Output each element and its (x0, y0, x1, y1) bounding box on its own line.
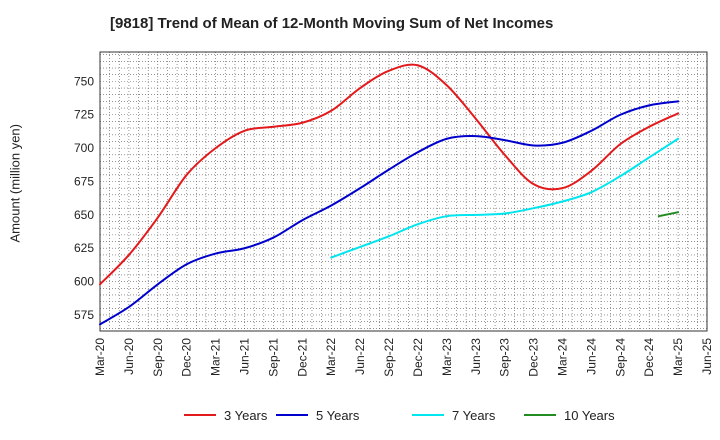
y-tick-label: 675 (74, 174, 94, 188)
x-tick-label: Dec-23 (527, 338, 541, 377)
chart-title: [9818] Trend of Mean of 12-Month Moving … (110, 15, 554, 32)
x-tick-label: Dec-21 (295, 338, 309, 377)
y-tick-label: 600 (74, 275, 94, 289)
x-tick-label: Mar-22 (324, 338, 338, 376)
x-tick-label: Jun-25 (700, 338, 714, 375)
x-tick-label: Jun-22 (353, 338, 367, 375)
series-line-7-years (330, 137, 680, 259)
series-line-5-years (99, 100, 680, 326)
x-tick-label: Sep-22 (382, 338, 396, 377)
x-tick-label: Sep-20 (151, 338, 165, 377)
x-tick-label: Jun-21 (238, 338, 252, 375)
x-tick-label: Dec-24 (642, 338, 656, 377)
legend-label-3-years: 3 Years (224, 408, 268, 423)
y-tick-label: 725 (74, 108, 94, 122)
y-tick-label: 625 (74, 241, 94, 255)
x-tick-label: Jun-23 (469, 338, 483, 375)
x-tick-label: Mar-21 (209, 338, 223, 376)
y-tick-label: 750 (74, 74, 94, 88)
x-tick-label: Sep-21 (266, 338, 280, 377)
x-tick-label: Mar-23 (440, 338, 454, 376)
y-tick-label: 700 (74, 141, 94, 155)
x-tick-label: Dec-22 (411, 338, 425, 377)
x-tick-label: Mar-25 (671, 338, 685, 376)
series-line-3-years (99, 63, 680, 286)
x-tick-label: Jun-20 (122, 338, 136, 375)
x-tick-label: Mar-20 (93, 338, 107, 376)
x-tick-label: Mar-24 (555, 338, 569, 376)
legend-label-5-years: 5 Years (316, 408, 360, 423)
y-tick-label: 575 (74, 308, 94, 322)
plot-frame (99, 51, 708, 332)
legend-label-7-years: 7 Years (452, 408, 496, 423)
x-tick-label: Dec-20 (180, 338, 194, 377)
y-tick-label: 650 (74, 208, 94, 222)
x-tick-label: Jun-24 (584, 338, 598, 375)
x-tick-label: Sep-24 (613, 338, 627, 377)
x-tick-label: Sep-23 (498, 338, 512, 377)
legend-label-10-years: 10 Years (564, 408, 615, 423)
series-line-10-years (657, 211, 680, 218)
